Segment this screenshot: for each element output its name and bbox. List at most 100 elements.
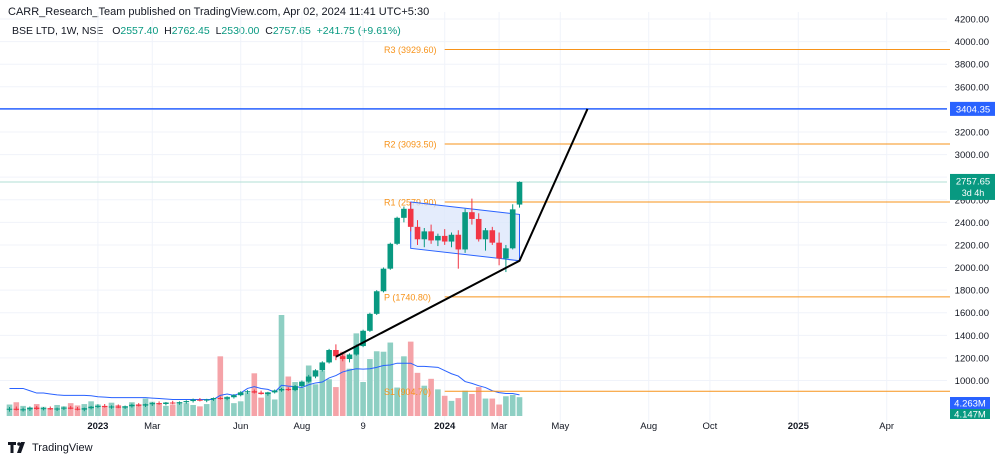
volume-bar [312,384,319,416]
candle-body [33,407,40,409]
candle-body [414,226,421,240]
volume-bar [435,389,441,416]
open-value: 2557.40 [120,25,159,37]
candle-body [455,234,462,250]
volume-bar [67,403,74,416]
volume-tag-1 [950,397,990,409]
candle-body [516,181,523,205]
volume-bar [135,404,142,416]
x-tick-label: 9 [360,421,365,432]
volume-bar [469,393,475,416]
ohlc-legend: BSE LTD, 1W, NSE O2557.40 H2762.45 L2530… [12,25,401,37]
volume-bar [489,398,496,416]
volume-bar [380,351,387,416]
candle-body [367,313,373,331]
candle-body [285,388,292,391]
volume-bar [407,341,414,416]
last-price-label: 2757.65 [956,176,990,187]
volume-label-2: 4.147M [954,410,986,421]
candle-body [353,346,360,355]
volume-bar [149,401,156,416]
candle-body [47,408,54,410]
candle-body [61,407,67,409]
candle-body [101,405,108,408]
volume-bar [190,404,196,416]
trend-line [335,108,589,358]
volume-bar [516,397,523,416]
volume-tag-2 [950,409,990,419]
candle-body [108,406,115,408]
volume-bar [503,396,509,416]
candle-body [380,268,387,292]
volume-bar [482,398,489,416]
close-value: 2757.65 [272,25,311,37]
volume-bar [319,371,326,416]
publisher-header: CARR_Research_Team published on TradingV… [8,6,429,18]
candle-body [319,362,326,371]
footer-brand: TradingView [32,442,93,454]
candle-body [435,235,441,241]
volume-bar [169,404,176,416]
x-tick-label: Mar [144,421,160,432]
y-tick-label: 2400.00 [955,218,989,229]
candle-body [312,370,319,377]
y-tick-label: 3800.00 [955,60,989,71]
volume-bar [394,387,400,416]
volume-bar [441,395,448,416]
volume-bar [509,394,516,416]
candle-body [210,398,217,400]
open-label: O [112,25,121,37]
candle-body [115,406,122,408]
candle-body [156,403,162,405]
candle-body [421,231,428,240]
x-tick-label: Aug [293,421,310,432]
y-tick-label: 2000.00 [955,263,989,274]
candle-body [13,408,20,410]
volume-bar [428,378,434,416]
volume-bar [346,368,353,416]
candle-body [217,398,224,400]
candle-body [95,405,101,407]
volume-bar [278,315,285,416]
candle-body [244,391,251,393]
volume-bar [326,379,332,416]
level-price-tag [950,101,995,116]
tradingview-logo-icon [8,442,28,454]
volume-bar [40,406,47,416]
countdown-label: 3d 4h [962,188,985,198]
pivot-label: S1 (904.70) [384,387,431,397]
candle-body [271,390,278,393]
candle-body [74,408,81,410]
volume-bar [299,387,305,416]
volume-bar [176,402,183,416]
volume-bar [142,398,149,416]
candle-body [278,388,285,391]
candle-body [503,248,509,259]
candle-body [394,217,400,244]
x-tick-label: 2024 [434,421,456,432]
candle-body [231,395,237,398]
volume-bar [237,401,244,416]
low-label: L [215,25,222,37]
volume-bar [475,387,482,416]
y-tick-label: 3000.00 [955,150,989,161]
candle-body [237,392,244,396]
candle-body [509,209,516,249]
candle-body [81,408,88,410]
candle-body [163,402,169,404]
candle-body [469,212,475,219]
candle-body [346,354,353,360]
volume-bar [455,398,462,416]
high-label: H [164,25,172,37]
volume-bar [115,404,122,416]
volume-bar [401,356,407,416]
candle-body [27,407,33,410]
volume-bar [74,405,81,416]
volume-bar [122,406,128,416]
volume-bar [496,404,502,416]
volume-bar [305,365,312,416]
candle-body [190,399,196,402]
candle-body [373,291,380,314]
volume-bar [387,342,394,416]
